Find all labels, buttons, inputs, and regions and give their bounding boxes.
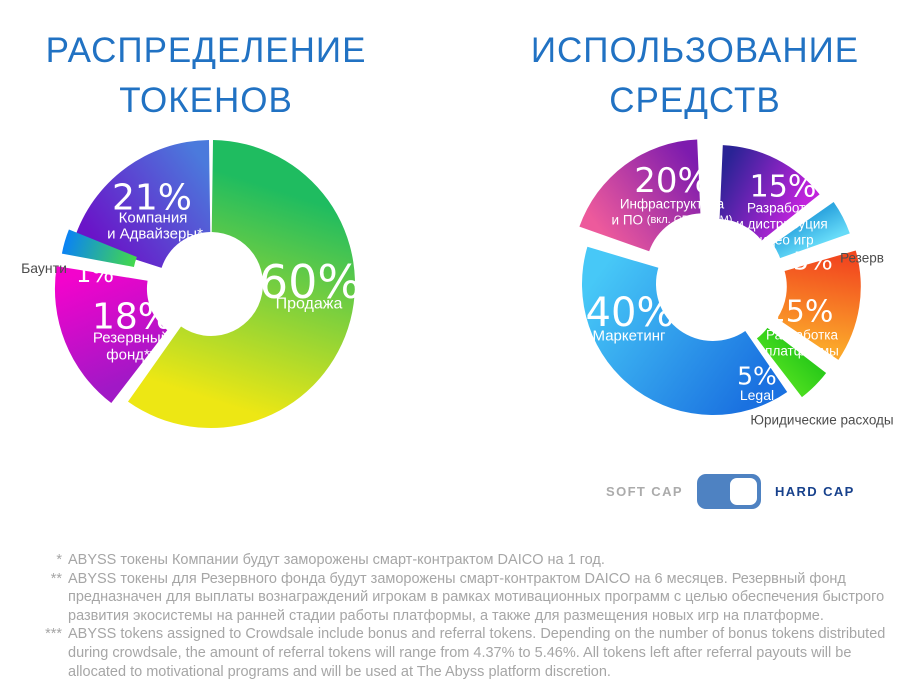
slice-label-company-advisors-0: Компания [119,210,188,227]
slice-pct-reserve-fund: 18% [92,297,172,338]
slice-label-video-games-dev-2: видео игр [752,233,813,248]
slice-bounty [61,229,137,267]
funds-usage-title: ИСПОЛЬЗОВАНИЕ СРЕДСТВ [490,26,900,125]
token-distribution-title: РАСПРЕДЕЛЕНИЕ ТОКЕНОВ [0,26,412,125]
slice-label-sale-0: Продажа [276,296,343,313]
footnote-text: ABYSS токены для Резервного фонда будут … [68,570,885,624]
slice-label-infrastructure-0: Инфраструктура [620,197,725,212]
cap-toggle-knob[interactable] [729,478,757,505]
title-line-2: СРЕДСТВ [609,80,781,120]
footnote-marker: ** [50,570,62,587]
title-line-2: ТОКЕНОВ [119,80,293,120]
slice-label-platform-dev-1: платформы [765,344,839,359]
footnote-3: *** ABYSS tokens assigned to Crowdsale in… [30,625,885,681]
soft-cap-label: SOFT CAP [606,484,683,499]
slice-video-games-dev [719,145,820,241]
slice-label-reserve-fund-1: фонд** [106,347,156,364]
slice-marketing [581,246,788,416]
footnote-marker: * [56,552,62,568]
slice-platform-dev [777,250,861,360]
slice-infrastructure [579,139,701,252]
cap-toggle-switch[interactable] [696,474,761,509]
slice-reserve-fund [54,266,168,404]
footnote-text: ABYSS tokens assigned to Crowdsale inclu… [68,626,886,680]
slice-sale [127,140,355,428]
outside-label-bounty: Баунти [21,260,67,276]
slice-label-reserve-fund-0: Резервный [93,330,169,347]
slice-label-company-advisors-1: и Адвайзеры* [107,226,203,243]
title-line-1: РАСПРЕДЕЛЕНИЕ [45,31,367,70]
slice-company-advisors [74,140,211,268]
slice-pct-sale: 60% [259,255,361,309]
footnote-text: ABYSS токены Компании будут заморожены с… [68,552,605,568]
slice-pct-platform-dev: 15% [767,295,834,330]
slice-label-legal-0: Legal [740,387,774,403]
slice-pct-infrastructure: 20% [634,161,710,201]
slice-label-infrastructure-1: и ПО (вкл. CDN, DRM) [612,213,733,228]
slice-pct-reserve: 5% [793,247,833,276]
slice-reserve [773,201,850,259]
hard-cap-label: HARD CAP [774,484,855,499]
outside-label-reserve: Резерв [840,251,884,266]
slice-label-video-games-dev-1: и дистрибуция [736,217,827,232]
footnote-1: * ABYSS токены Компании будут заморожены … [30,551,885,570]
slice-label-video-games-dev-0: Разработка [747,201,819,216]
slice-pct-bounty: 1% [76,260,114,288]
slice-label-marketing-0: Маркетинг [593,328,666,345]
footnote-2: ** ABYSS токены для Резервного фонда буду… [30,570,885,626]
footnotes: * ABYSS токены Компании будут заморожены … [30,551,885,681]
slice-pct-company-advisors: 21% [112,178,192,219]
slice-legal [756,327,827,398]
cap-toggle-row: SOFT CAP HARD CAP [606,474,855,509]
slice-label-platform-dev-0: Разработка [766,328,838,343]
title-line-1: ИСПОЛЬЗОВАНИЕ [530,31,860,70]
slice-pct-legal: 5% [737,362,777,391]
slice-pct-marketing: 40% [586,290,675,336]
footnote-marker: *** [45,626,62,643]
slice-pct-video-games-dev: 15% [750,170,817,205]
outside-label-legal: Юридические расходы [750,413,893,428]
